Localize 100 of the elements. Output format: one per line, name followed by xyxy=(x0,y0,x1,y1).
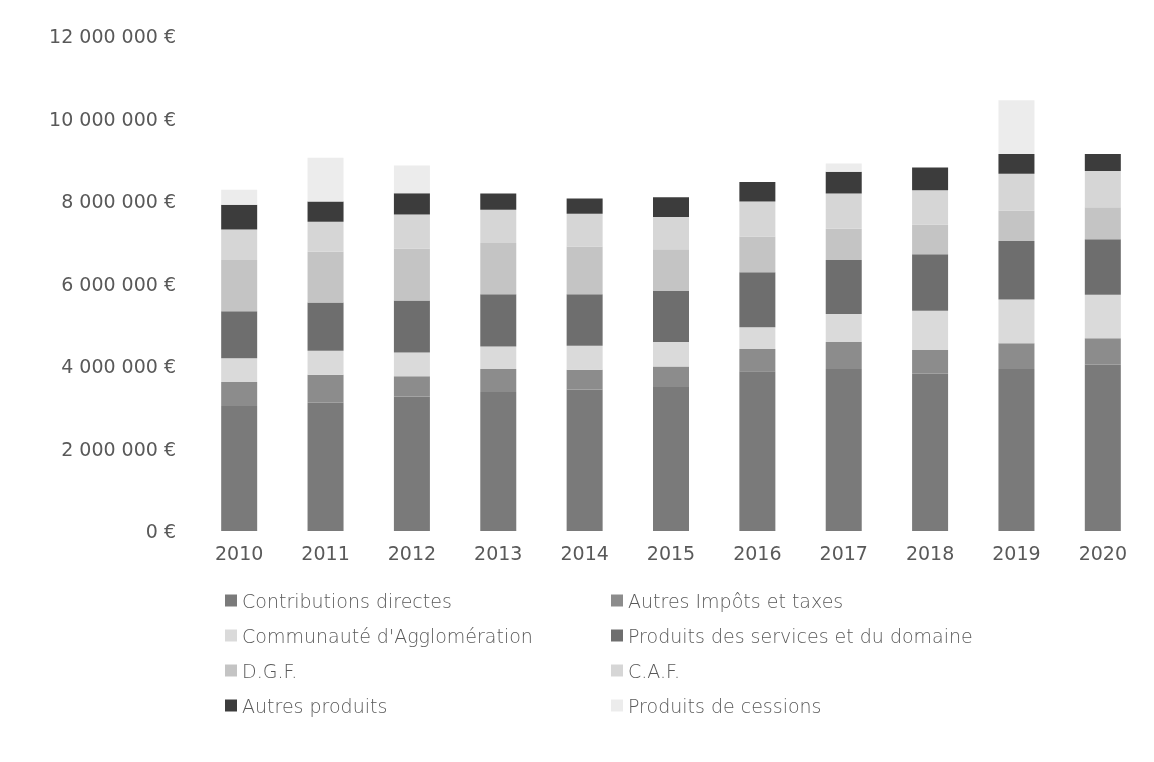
x-tick-label: 2017 xyxy=(819,541,868,564)
bar xyxy=(653,197,689,218)
bar xyxy=(1084,364,1121,531)
bar xyxy=(566,246,603,295)
bar xyxy=(480,193,517,210)
bar xyxy=(653,217,689,250)
bar xyxy=(998,299,1035,344)
bar xyxy=(912,224,949,255)
bar xyxy=(912,254,949,311)
bar xyxy=(998,368,1035,531)
bar xyxy=(912,190,949,225)
bar xyxy=(739,201,776,237)
x-tick-label: 2015 xyxy=(646,541,696,564)
bar xyxy=(1084,294,1121,339)
bar xyxy=(307,350,344,375)
bar xyxy=(566,294,603,346)
bar xyxy=(480,294,517,347)
legend-label: D.G.F. xyxy=(242,659,298,682)
bar xyxy=(480,346,517,369)
bar xyxy=(307,221,344,252)
x-tick-label: 2014 xyxy=(560,541,609,564)
bar xyxy=(1084,207,1121,240)
y-tick-label: 10 000 000 € xyxy=(49,107,176,130)
bar xyxy=(1084,338,1121,365)
bar xyxy=(480,243,517,295)
bar xyxy=(221,406,258,531)
y-tick-label: 8 000 000 € xyxy=(61,190,176,212)
bar xyxy=(221,382,258,407)
bar xyxy=(393,193,430,215)
bar xyxy=(825,368,862,531)
x-tick-label: 2012 xyxy=(387,541,437,564)
bar xyxy=(393,214,430,249)
bar xyxy=(912,373,949,531)
y-tick-label: 4 000 000 € xyxy=(61,355,176,377)
bar xyxy=(912,310,949,350)
x-tick-label: 2019 xyxy=(992,541,1041,564)
bar xyxy=(998,173,1035,211)
x-tick-label: 2016 xyxy=(733,541,782,564)
y-tick-label: 0 € xyxy=(145,520,176,542)
bar xyxy=(221,259,258,312)
bar xyxy=(566,345,603,370)
bar xyxy=(307,402,344,531)
bar xyxy=(221,358,258,383)
bar xyxy=(739,182,776,202)
bar xyxy=(825,342,862,369)
bar xyxy=(1084,153,1121,171)
bar xyxy=(393,352,430,377)
bar xyxy=(653,366,689,388)
bar xyxy=(825,163,862,172)
bar xyxy=(653,342,689,367)
x-tick-label: 2020 xyxy=(1078,541,1127,564)
x-tick-label: 2013 xyxy=(474,541,523,564)
bar xyxy=(393,376,430,397)
bar xyxy=(912,167,949,191)
bar xyxy=(307,201,344,222)
bar xyxy=(480,368,517,392)
x-tick-label: 2010 xyxy=(215,541,264,564)
bar xyxy=(998,241,1035,300)
bar xyxy=(566,369,603,390)
bar xyxy=(221,229,258,260)
bar xyxy=(653,290,689,343)
bar xyxy=(393,165,430,194)
bar xyxy=(566,389,603,531)
y-tick-label: 2 000 000 € xyxy=(61,437,176,460)
bar xyxy=(566,213,603,247)
bar xyxy=(825,228,862,260)
bar xyxy=(393,248,430,301)
legend-label: Communauté d'Agglomération xyxy=(242,624,533,647)
x-tick-label: 2011 xyxy=(301,541,350,564)
bar xyxy=(480,209,517,244)
bar xyxy=(307,251,344,303)
bar xyxy=(825,171,862,194)
bar xyxy=(825,193,862,229)
bar xyxy=(221,311,258,359)
bar xyxy=(998,100,1035,154)
bar xyxy=(739,371,776,531)
bar xyxy=(221,204,258,230)
bar xyxy=(1084,239,1121,295)
bar xyxy=(653,249,689,291)
bar xyxy=(480,391,517,531)
bar xyxy=(739,327,776,350)
bar xyxy=(912,349,949,374)
bar xyxy=(998,343,1035,369)
bar xyxy=(739,236,776,273)
bar xyxy=(307,302,344,351)
legend-label: Autres Impôts et taxes xyxy=(628,589,844,612)
bar xyxy=(739,349,776,372)
bar xyxy=(393,300,430,353)
bar xyxy=(221,189,258,205)
y-tick-label: 12 000 000 € xyxy=(49,25,176,47)
bar xyxy=(393,396,430,531)
legend-label: Autres produits xyxy=(242,694,388,717)
bar xyxy=(1084,170,1121,208)
legend-label: Produits des services et du domaine xyxy=(628,624,973,647)
x-tick-label: 2018 xyxy=(905,541,955,564)
bar xyxy=(307,157,344,202)
bar xyxy=(739,272,776,328)
bar xyxy=(998,153,1035,174)
bar xyxy=(825,314,862,343)
bar xyxy=(653,387,689,531)
